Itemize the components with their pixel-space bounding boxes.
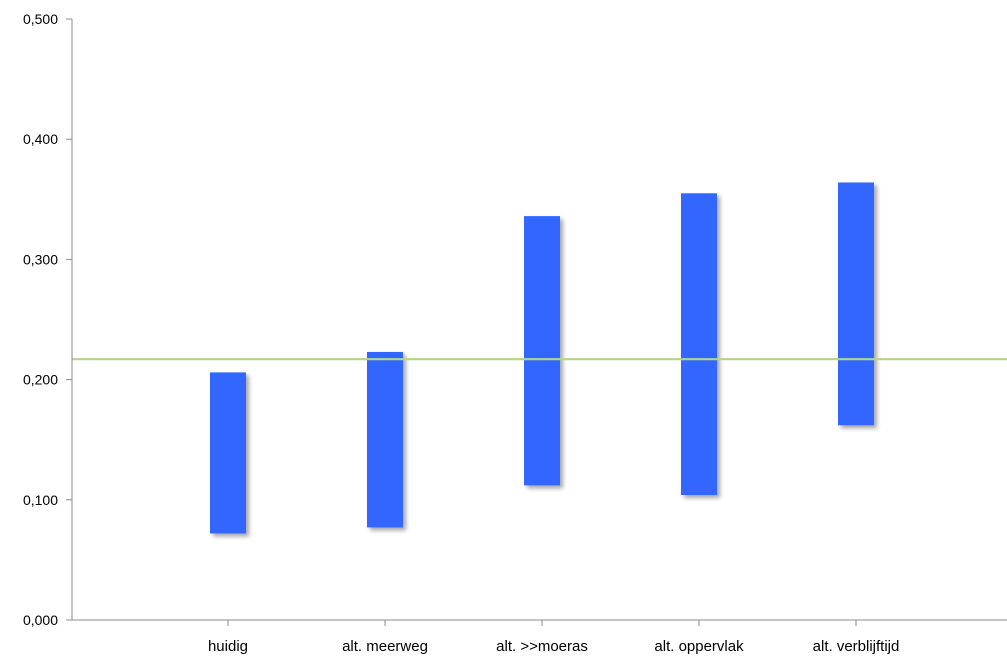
x-tick-label: alt. oppervlak <box>654 638 744 655</box>
x-tick-label: alt. meerweg <box>342 638 428 655</box>
range-bar <box>681 193 717 495</box>
range-bar <box>210 372 246 534</box>
y-tick-label: 0,000 <box>23 612 58 628</box>
range-bar <box>367 351 403 528</box>
y-tick-label: 0,500 <box>23 11 58 27</box>
x-tick-label: alt. >>moeras <box>496 638 588 655</box>
x-axis-ticks: huidig alt. meerweg alt. >>moeras alt. oppe… <box>208 620 899 655</box>
range-bar <box>524 216 560 486</box>
x-tick-label: alt. verblijftijd <box>813 638 900 655</box>
x-tick-label: huidig <box>208 638 248 655</box>
y-tick-label: 0,300 <box>23 251 58 267</box>
y-tick-label: 0,400 <box>23 131 58 147</box>
y-tick-label: 0,100 <box>23 492 58 508</box>
y-tick-label: 0,200 <box>23 372 58 388</box>
range-bar <box>838 182 874 426</box>
y-axis-ticks: 0,000 0,100 0,200 0,300 0,400 0,500 <box>23 11 72 628</box>
range-bars <box>210 182 874 534</box>
